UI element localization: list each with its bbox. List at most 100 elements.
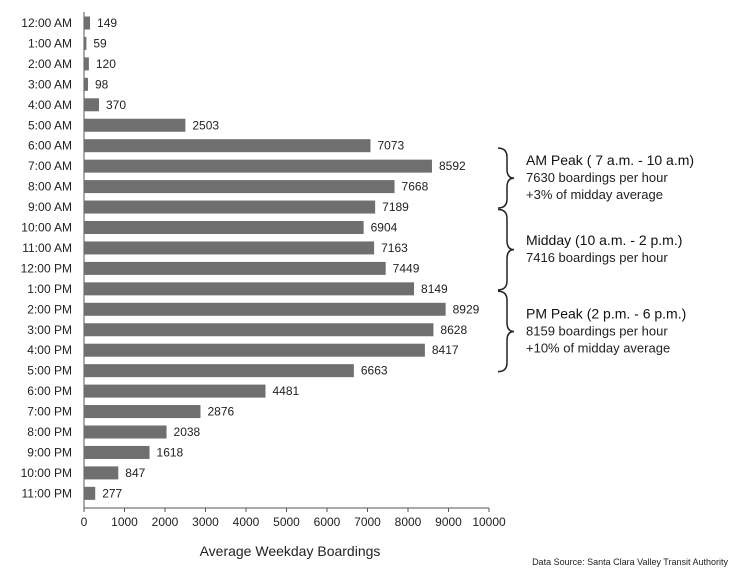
x-tick-label: 4000 bbox=[233, 515, 260, 529]
category-label: 10:00 AM bbox=[21, 221, 72, 235]
bar bbox=[84, 261, 386, 275]
bar bbox=[84, 343, 425, 357]
category-label: 7:00 PM bbox=[27, 405, 72, 419]
x-tick-label: 0 bbox=[81, 515, 88, 529]
value-label: 7668 bbox=[402, 180, 429, 194]
bar bbox=[84, 159, 432, 173]
x-tick-label: 2000 bbox=[152, 515, 179, 529]
data-source-note: Data Source: Santa Clara Valley Transit … bbox=[532, 557, 728, 567]
category-label: 11:00 PM bbox=[22, 486, 72, 500]
value-label: 2038 bbox=[174, 425, 201, 439]
category-label: 1:00 AM bbox=[28, 36, 72, 50]
category-label: 2:00 PM bbox=[27, 302, 72, 316]
annotation-line: 8159 boardings per hour bbox=[526, 323, 668, 338]
bar bbox=[84, 118, 186, 132]
value-label: 8592 bbox=[439, 159, 466, 173]
value-label: 149 bbox=[97, 16, 117, 30]
bar bbox=[84, 36, 87, 50]
category-label: 6:00 PM bbox=[27, 384, 72, 398]
value-label: 2503 bbox=[192, 118, 219, 132]
bar bbox=[84, 180, 395, 194]
value-label: 59 bbox=[93, 36, 107, 50]
value-label: 8929 bbox=[453, 302, 480, 316]
annotation-line: +3% of midday average bbox=[526, 187, 663, 202]
category-labels-group: 12:00 AM 1:00 AM 2:00 AM 3:00 AM 4:00 AM 5:00… bbox=[21, 16, 72, 500]
category-label: 3:00 PM bbox=[27, 323, 72, 337]
annotation-title: AM Peak ( 7 a.m. - 10 a.m) bbox=[526, 152, 694, 168]
value-label: 4481 bbox=[272, 384, 299, 398]
x-tick-label: 6000 bbox=[314, 515, 341, 529]
value-label: 7449 bbox=[393, 261, 420, 275]
category-label: 5:00 AM bbox=[28, 118, 72, 132]
value-label: 7189 bbox=[382, 200, 409, 214]
annotation-line: 7630 boardings per hour bbox=[526, 170, 668, 185]
bar bbox=[84, 364, 354, 378]
bar bbox=[84, 221, 364, 234]
category-label: 5:00 PM bbox=[27, 364, 72, 378]
value-label: 847 bbox=[125, 466, 145, 480]
value-label: 8417 bbox=[432, 343, 459, 357]
annotation-line: +10% of midday average bbox=[526, 340, 670, 355]
bar bbox=[84, 77, 88, 91]
value-label: 2876 bbox=[207, 405, 234, 419]
category-label: 6:00 AM bbox=[28, 139, 72, 153]
value-labels-group: 149 59 120 98 370 2503 7073 8592 7668 7189 6904 716… bbox=[93, 16, 479, 500]
category-label: 7:00 AM bbox=[28, 159, 72, 173]
value-label: 98 bbox=[95, 77, 109, 91]
value-label: 8149 bbox=[421, 282, 448, 296]
value-label: 6663 bbox=[361, 364, 388, 378]
category-label: 8:00 AM bbox=[28, 180, 72, 194]
category-label: 11:00 AM bbox=[22, 241, 72, 255]
value-label: 8628 bbox=[440, 323, 467, 337]
bar bbox=[84, 16, 91, 30]
annotation-brace bbox=[497, 208, 515, 291]
category-label: 3:00 AM bbox=[28, 77, 72, 91]
bar bbox=[84, 384, 266, 398]
category-label: 9:00 AM bbox=[28, 200, 72, 214]
bar bbox=[84, 57, 89, 71]
annotations-group: AM Peak ( 7 a.m. - 10 a.m) 7630 boardings… bbox=[497, 147, 694, 373]
value-label: 370 bbox=[106, 98, 126, 112]
category-label: 4:00 AM bbox=[28, 98, 72, 112]
bar bbox=[84, 486, 96, 500]
bar bbox=[84, 302, 446, 316]
category-label: 9:00 PM bbox=[27, 445, 72, 459]
category-label: 2:00 AM bbox=[28, 57, 72, 71]
category-label: 12:00 PM bbox=[21, 261, 72, 275]
x-tick-label: 1000 bbox=[111, 515, 138, 529]
x-tick-label: 7000 bbox=[354, 515, 381, 529]
value-label: 6904 bbox=[371, 221, 398, 235]
bar bbox=[84, 405, 201, 419]
bar bbox=[84, 241, 375, 255]
x-tick-label: 10000 bbox=[472, 515, 506, 529]
bar bbox=[84, 466, 119, 480]
category-label: 1:00 PM bbox=[27, 282, 72, 296]
category-label: 8:00 PM bbox=[27, 425, 72, 439]
value-label: 120 bbox=[96, 57, 116, 71]
bar bbox=[84, 445, 150, 459]
category-label: 4:00 PM bbox=[27, 343, 72, 357]
x-axis-title: Average Weekday Boardings bbox=[200, 543, 381, 559]
annotation-brace bbox=[497, 147, 515, 209]
bars-group bbox=[84, 16, 446, 500]
x-ticks-group: 0 1000 2000 3000 4000 5000 6000 7000 8000 9000 100… bbox=[81, 508, 506, 529]
annotation-title: PM Peak (2 p.m. - 6 p.m.) bbox=[526, 305, 686, 321]
bar bbox=[84, 323, 434, 337]
category-label: 10:00 PM bbox=[21, 466, 72, 480]
value-label: 1618 bbox=[157, 445, 184, 459]
bar bbox=[84, 98, 99, 112]
bar bbox=[84, 200, 376, 214]
bar bbox=[84, 282, 415, 296]
bar bbox=[84, 139, 371, 153]
category-label: 12:00 AM bbox=[21, 16, 72, 30]
x-tick-label: 3000 bbox=[192, 515, 219, 529]
x-tick-label: 9000 bbox=[435, 515, 462, 529]
value-label: 7073 bbox=[377, 139, 404, 153]
annotation-brace bbox=[497, 290, 515, 373]
annotation-line: 7416 boardings per hour bbox=[526, 250, 668, 265]
value-label: 277 bbox=[102, 486, 122, 500]
annotation-title: Midday (10 a.m. - 2 p.m.) bbox=[526, 232, 682, 248]
value-label: 7163 bbox=[381, 241, 408, 255]
x-tick-label: 8000 bbox=[395, 515, 422, 529]
